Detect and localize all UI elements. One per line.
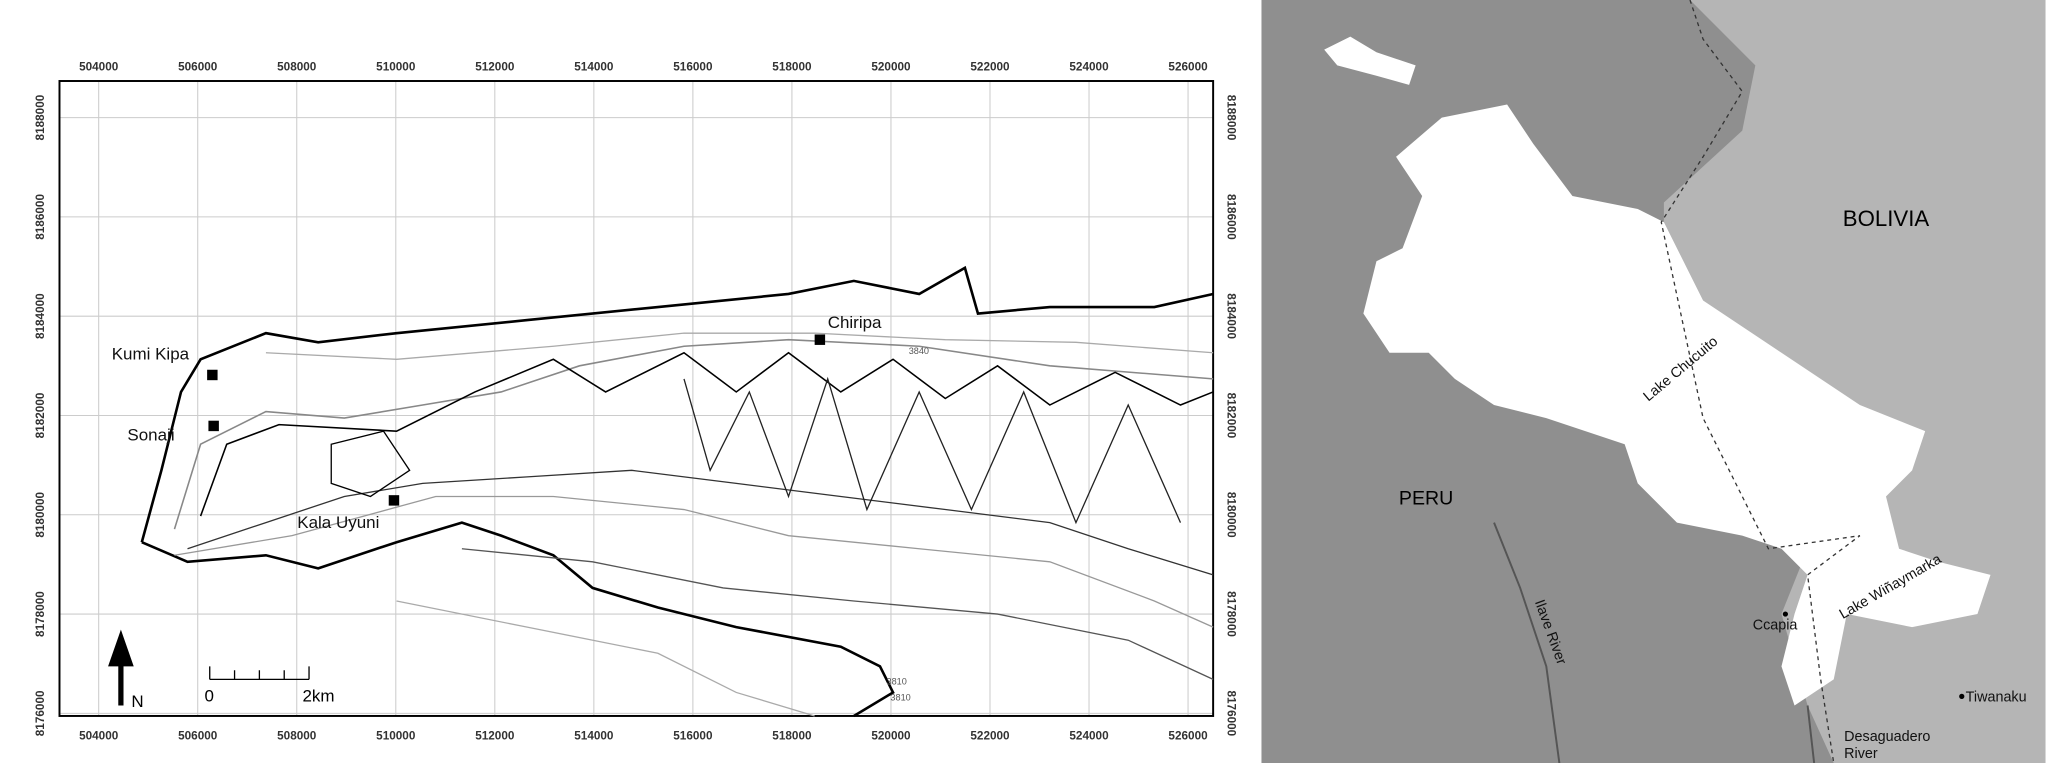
x-tick-label: 508000 (277, 61, 317, 74)
x-tick-label: 518000 (772, 729, 812, 742)
y-tick-label: 8176000 (1225, 690, 1238, 736)
north-arrow (108, 629, 134, 706)
site-label: Kala Uyuni (297, 513, 379, 532)
x-tick-label: 504000 (79, 729, 119, 742)
place-label: Ccapia (1753, 618, 1798, 634)
x-tick-label: 514000 (574, 61, 614, 74)
scale-bar (209, 666, 310, 681)
x-tick-label: 508000 (277, 729, 317, 742)
x-tick-label: 522000 (970, 729, 1010, 742)
scale-label: 0 (205, 687, 214, 706)
y-tick-label: 8182000 (34, 392, 47, 438)
x-tick-label: 526000 (1168, 729, 1208, 742)
river-label: Desaguadero (1844, 729, 1930, 745)
y-tick-label: 8180000 (34, 491, 47, 537)
y-tick-label: 8178000 (34, 591, 47, 637)
x-tick-label: 520000 (871, 61, 911, 74)
x-tick-label: 518000 (772, 61, 812, 74)
scale-label: 2km (303, 687, 335, 706)
country-label: PERU (1399, 487, 1453, 509)
contours (140, 265, 1214, 718)
x-tick-label: 506000 (178, 61, 218, 74)
y-tick-label: 8182000 (1225, 393, 1238, 439)
y-tick-label: 8178000 (1225, 591, 1238, 637)
x-tick-label: 512000 (475, 61, 515, 74)
site-label: Sonaji (127, 425, 174, 444)
x-tick-label: 514000 (574, 729, 614, 742)
y-tick-label: 8184000 (34, 293, 47, 339)
inset-map (1261, 0, 2046, 763)
x-tick-label: 510000 (376, 61, 416, 74)
y-tick-label: 8176000 (34, 690, 47, 736)
y-tick-label: 8184000 (1225, 293, 1238, 339)
x-tick-label: 516000 (673, 729, 713, 742)
grid (59, 81, 1214, 716)
x-tick-label: 512000 (475, 729, 515, 742)
river-label: River (1844, 746, 1878, 762)
x-tick-label: 524000 (1069, 729, 1109, 742)
x-tick-label: 504000 (79, 61, 119, 74)
contour-label: 3810 (890, 692, 910, 702)
site-label: Kumi Kipa (112, 344, 190, 363)
x-tick-label: 520000 (871, 729, 911, 742)
y-tick-label: 8186000 (1225, 194, 1238, 240)
contour-label: 3810 (887, 677, 907, 687)
place-label: Tiwanaku (1966, 690, 2027, 706)
x-tick-label: 506000 (178, 729, 218, 742)
x-tick-label: 526000 (1168, 61, 1208, 74)
x-tick-label: 522000 (970, 61, 1010, 74)
x-tick-label: 516000 (673, 61, 713, 74)
contour-label: 3840 (909, 346, 929, 356)
x-tick-label: 524000 (1069, 61, 1109, 74)
y-tick-label: 8186000 (34, 194, 47, 240)
site-markers (207, 334, 826, 506)
map-frame (58, 80, 1215, 717)
y-tick-label: 8188000 (34, 94, 47, 140)
y-tick-label: 8180000 (1225, 492, 1238, 538)
country-label: BOLIVIA (1843, 206, 1930, 231)
site-label: Chiripa (828, 313, 882, 332)
x-tick-label: 510000 (376, 729, 416, 742)
north-label: N (131, 692, 143, 711)
y-tick-label: 8188000 (1225, 95, 1238, 141)
